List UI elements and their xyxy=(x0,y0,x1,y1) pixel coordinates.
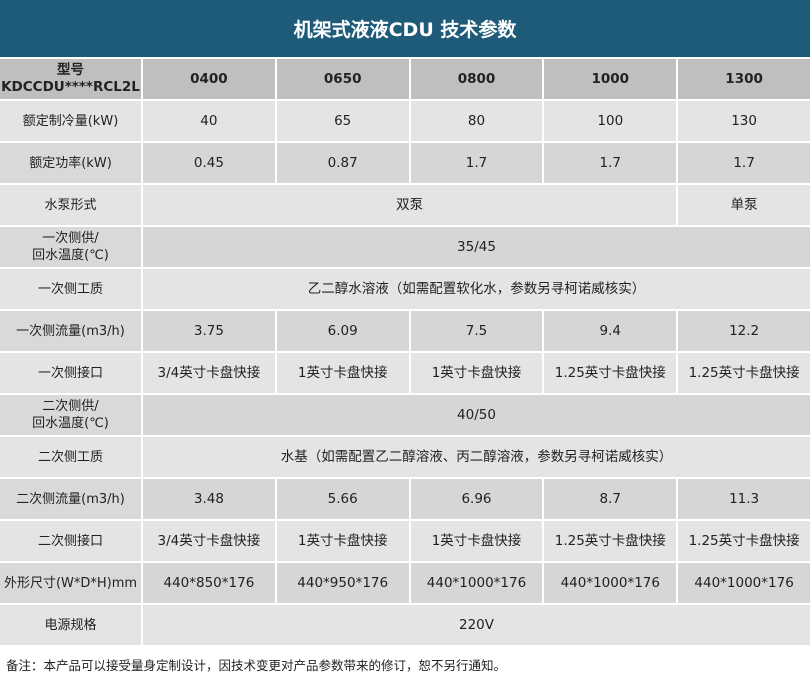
row-label: 一次侧供/ 回水温度(℃) xyxy=(0,227,141,267)
cell: 双泵 xyxy=(143,185,677,225)
cell: 130 xyxy=(678,101,810,141)
cell: 440*950*176 xyxy=(276,563,409,603)
row: 一次侧接口 3/4英寸卡盘快接 1英寸卡盘快接 1英寸卡盘快接 1.25英寸卡盘快接 1.… xyxy=(0,353,810,393)
cell: 乙二醇水溶液（如需配置软化水，参数另寻柯诺威核实） xyxy=(143,269,810,309)
row-label: 一次侧流量(m3/h) xyxy=(0,311,141,351)
row: 额定功率(kW) 0.45 0.87 1.7 1.7 1.7 xyxy=(0,143,810,183)
cell: 水基（如需配置乙二醇溶液、丙二醇溶液，参数另寻柯诺威核实） xyxy=(143,437,810,477)
cell: 3/4英寸卡盘快接 xyxy=(143,521,275,561)
cell: 1.7 xyxy=(678,143,810,183)
header-cell: 1000 xyxy=(544,59,677,99)
row-label: 一次侧工质 xyxy=(0,269,141,309)
row: 二次侧工质 水基（如需配置乙二醇溶液、丙二醇溶液，参数另寻柯诺威核实） xyxy=(0,437,810,477)
header-label: 型号 KDCCDU****RCL2L xyxy=(0,59,141,99)
row-label: 二次侧流量(m3/h) xyxy=(0,479,141,519)
cell: 0.45 xyxy=(143,143,275,183)
cell: 440*850*176 xyxy=(143,563,275,603)
spec-table: 型号 KDCCDU****RCL2L 0400 0650 0800 1000 1300 额定… xyxy=(0,57,810,647)
cell: 1英寸卡盘快接 xyxy=(410,521,543,561)
header-row: 型号 KDCCDU****RCL2L 0400 0650 0800 1000 1300 xyxy=(0,59,810,99)
cell: 6.09 xyxy=(276,311,409,351)
cell: 1英寸卡盘快接 xyxy=(276,353,409,393)
cell: 440*1000*176 xyxy=(678,563,810,603)
cell: 3/4英寸卡盘快接 xyxy=(143,353,275,393)
header-cell: 0400 xyxy=(143,59,275,99)
header-cell: 0650 xyxy=(276,59,409,99)
row-label: 二次侧接口 xyxy=(0,521,141,561)
row: 额定制冷量(kW) 40 65 80 100 130 xyxy=(0,101,810,141)
cell: 440*1000*176 xyxy=(410,563,543,603)
cell: 6.96 xyxy=(410,479,543,519)
row-label: 水泵形式 xyxy=(0,185,141,225)
cell: 40 xyxy=(143,101,275,141)
cell: 9.4 xyxy=(544,311,677,351)
header-cell: 1300 xyxy=(678,59,810,99)
cell: 80 xyxy=(410,101,543,141)
title: 机架式液液CDU 技术参数 xyxy=(0,0,810,57)
cell: 3.48 xyxy=(143,479,275,519)
cell: 3.75 xyxy=(143,311,275,351)
row: 一次侧供/ 回水温度(℃) 35/45 xyxy=(0,227,810,267)
cell: 1.25英寸卡盘快接 xyxy=(544,353,677,393)
cell: 1.25英寸卡盘快接 xyxy=(678,521,810,561)
cell: 1.7 xyxy=(410,143,543,183)
cell: 7.5 xyxy=(410,311,543,351)
cell: 1英寸卡盘快接 xyxy=(276,521,409,561)
row: 水泵形式 双泵 单泵 xyxy=(0,185,810,225)
cell: 1.25英寸卡盘快接 xyxy=(544,521,677,561)
cell: 100 xyxy=(544,101,677,141)
row-label: 一次侧接口 xyxy=(0,353,141,393)
cell: 35/45 xyxy=(143,227,810,267)
row-label: 额定制冷量(kW) xyxy=(0,101,141,141)
row-label: 外形尺寸(W*D*H)mm xyxy=(0,563,141,603)
cell: 5.66 xyxy=(276,479,409,519)
row: 二次侧流量(m3/h) 3.48 5.66 6.96 8.7 11.3 xyxy=(0,479,810,519)
cell: 0.87 xyxy=(276,143,409,183)
row: 一次侧工质 乙二醇水溶液（如需配置软化水，参数另寻柯诺威核实） xyxy=(0,269,810,309)
cell: 220V xyxy=(143,605,810,645)
cell: 1英寸卡盘快接 xyxy=(410,353,543,393)
cell: 1.7 xyxy=(544,143,677,183)
header-cell: 0800 xyxy=(410,59,543,99)
cell: 65 xyxy=(276,101,409,141)
row: 电源规格 220V xyxy=(0,605,810,645)
cell: 1.25英寸卡盘快接 xyxy=(678,353,810,393)
row-label: 二次侧工质 xyxy=(0,437,141,477)
cell: 8.7 xyxy=(544,479,677,519)
row: 外形尺寸(W*D*H)mm 440*850*176 440*950*176 440*1… xyxy=(0,563,810,603)
cell: 单泵 xyxy=(678,185,810,225)
row-label: 二次侧供/ 回水温度(℃) xyxy=(0,395,141,435)
row-label: 额定功率(kW) xyxy=(0,143,141,183)
cell: 12.2 xyxy=(678,311,810,351)
row: 二次侧接口 3/4英寸卡盘快接 1英寸卡盘快接 1英寸卡盘快接 1.25英寸卡盘快接 1.… xyxy=(0,521,810,561)
cell: 440*1000*176 xyxy=(544,563,677,603)
row: 二次侧供/ 回水温度(℃) 40/50 xyxy=(0,395,810,435)
cell: 40/50 xyxy=(143,395,810,435)
note: 备注：本产品可以接受量身定制设计，因技术变更对产品参数带来的修订，恕不另行通知。 xyxy=(6,658,507,673)
row-label: 电源规格 xyxy=(0,605,141,645)
cell: 11.3 xyxy=(678,479,810,519)
row: 一次侧流量(m3/h) 3.75 6.09 7.5 9.4 12.2 xyxy=(0,311,810,351)
